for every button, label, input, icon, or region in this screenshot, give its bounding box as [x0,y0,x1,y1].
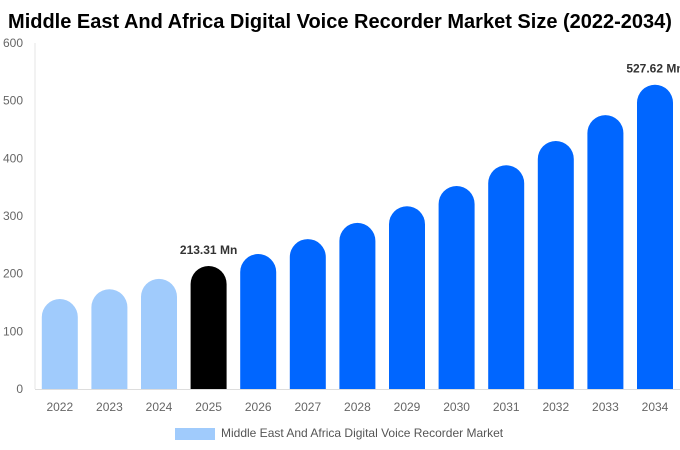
bar-2031[interactable] [488,165,525,389]
bar-2024[interactable] [141,278,177,389]
bar-2026[interactable] [240,254,277,389]
data-label-2034: 527.62 Mn [626,62,680,76]
legend-label[interactable]: Middle East And Africa Digital Voice Rec… [221,426,504,440]
y-tick-label: 300 [3,209,23,223]
x-tick-label: 2032 [542,400,569,414]
y-tick-label: 400 [3,151,23,165]
x-tick-label: 2025 [195,400,222,414]
bar-2023[interactable] [91,289,128,389]
bar-2033[interactable] [587,115,624,390]
x-tick-label: 2024 [146,400,173,414]
bar-2025[interactable] [190,265,227,389]
x-tick-label: 2033 [592,400,619,414]
x-tick-label: 2022 [46,400,73,414]
bar-2022[interactable] [41,299,78,389]
x-tick-label: 2030 [443,400,470,414]
x-tick-label: 2027 [294,400,321,414]
bar-2034[interactable] [637,84,673,389]
x-tick-label: 2026 [245,400,272,414]
bar-2032[interactable] [537,141,574,389]
x-tick-label: 2023 [96,400,123,414]
y-tick-label: 200 [3,267,23,281]
bar-2027[interactable] [289,239,326,389]
y-tick-label: 600 [3,36,23,50]
chart-title: Middle East And Africa Digital Voice Rec… [8,11,672,33]
y-tick-label: 100 [3,324,23,338]
x-tick-label: 2029 [394,400,421,414]
x-tick-label: 2031 [493,400,520,414]
bar-2030[interactable] [438,186,475,389]
x-tick-label: 2028 [344,400,371,414]
bar-2028[interactable] [339,222,376,389]
y-tick-label: 500 [3,94,23,108]
data-label-2025: 213.31 Mn [180,243,237,257]
x-tick-label: 2034 [642,400,669,414]
y-tick-label: 0 [16,382,23,396]
legend-swatch [175,428,215,440]
bar-2029[interactable] [389,206,425,389]
